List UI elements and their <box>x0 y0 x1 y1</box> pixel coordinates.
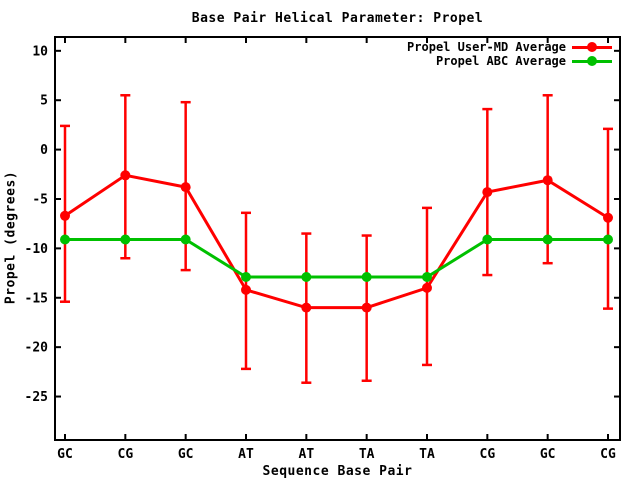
data-point-0 <box>60 210 70 221</box>
y-tick-label: -10 <box>25 242 49 257</box>
legend-entry-user-md: Propel User-MD Average <box>407 40 612 54</box>
legend-line-sample-user-md <box>572 42 612 52</box>
data-point-1 <box>422 272 432 283</box>
data-point-1 <box>603 234 613 245</box>
x-tick-label: AT <box>238 447 254 462</box>
legend: Propel User-MD Average Propel ABC Averag… <box>407 40 612 68</box>
data-point-1 <box>361 272 372 283</box>
data-point-0 <box>241 284 251 295</box>
data-point-0 <box>603 212 613 223</box>
y-tick-label: -20 <box>25 341 49 356</box>
y-tick-label: 0 <box>40 143 48 158</box>
data-point-1 <box>180 234 191 245</box>
data-point-1 <box>60 234 70 245</box>
filled-circle-marker-icon <box>587 56 597 66</box>
data-point-1 <box>120 234 131 245</box>
plot-border <box>54 36 621 441</box>
data-point-0 <box>542 175 553 186</box>
x-tick-label: CG <box>118 447 134 462</box>
y-tick-label: 10 <box>32 44 48 59</box>
x-tick-label: TA <box>419 447 435 462</box>
y-tick-label: 5 <box>40 94 48 109</box>
y-tick-label: -15 <box>25 291 48 306</box>
filled-circle-marker-icon <box>587 42 597 52</box>
x-tick-label: AT <box>299 447 315 462</box>
data-point-0 <box>482 187 493 198</box>
legend-label-user-md: Propel User-MD Average <box>407 40 566 54</box>
y-tick-label: -25 <box>25 390 48 405</box>
data-point-0 <box>422 282 432 293</box>
x-tick-label: CG <box>600 447 616 462</box>
legend-line-sample-abc <box>572 56 612 66</box>
x-tick-label: TA <box>359 447 375 462</box>
data-point-1 <box>241 272 251 283</box>
data-point-1 <box>482 234 493 245</box>
legend-entry-abc: Propel ABC Average <box>407 54 612 68</box>
data-point-0 <box>120 170 131 181</box>
data-point-1 <box>542 234 553 245</box>
x-axis-title: Sequence Base Pair <box>262 464 413 479</box>
y-tick-label: -5 <box>32 192 48 207</box>
x-tick-label: GC <box>178 447 194 462</box>
series-line-0 <box>64 173 609 310</box>
series-line-1 <box>65 237 608 279</box>
data-point-0 <box>180 182 191 193</box>
x-tick-label: GC <box>57 447 73 462</box>
legend-label-abc: Propel ABC Average <box>435 54 566 68</box>
chart-title: Base Pair Helical Parameter: Propel <box>191 11 484 26</box>
data-point-1 <box>301 272 312 283</box>
x-tick-label: GC <box>540 447 556 462</box>
data-point-0 <box>301 302 312 313</box>
data-point-0 <box>361 302 372 313</box>
y-axis-title: Propel (degrees) <box>3 170 19 305</box>
x-tick-label: CG <box>480 447 496 462</box>
